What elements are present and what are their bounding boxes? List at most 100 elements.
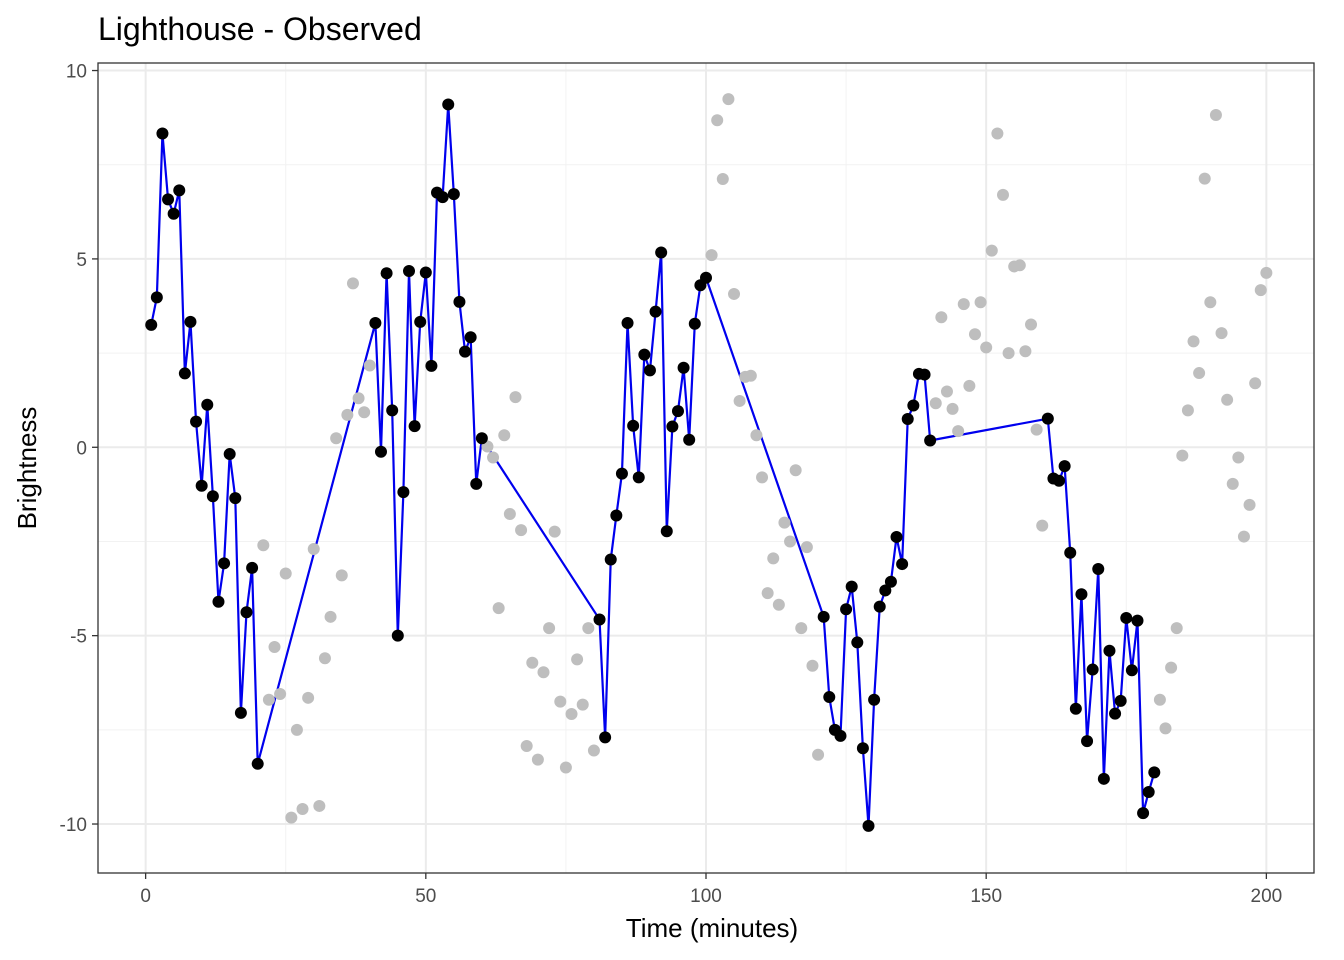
unobserved-point — [772, 598, 785, 611]
observed-point — [655, 246, 668, 259]
unobserved-point — [1176, 449, 1189, 462]
observed-point — [896, 558, 909, 571]
observed-point — [206, 490, 219, 503]
unobserved-point — [952, 425, 965, 438]
observed-point — [229, 492, 242, 505]
y-tick-label: -5 — [70, 627, 87, 648]
observed-point — [386, 404, 399, 417]
observed-point — [414, 315, 427, 328]
unobserved-point — [548, 525, 561, 538]
unobserved-point — [503, 507, 516, 520]
unobserved-point — [487, 451, 500, 464]
unobserved-point — [352, 392, 365, 405]
unobserved-point — [363, 359, 376, 372]
unobserved-point — [985, 244, 998, 257]
observed-point — [212, 595, 225, 608]
observed-point — [1092, 562, 1105, 575]
major-gridlines — [98, 63, 1314, 873]
unobserved-point — [1243, 498, 1256, 511]
observed-point — [184, 315, 197, 328]
observed-point — [447, 188, 460, 201]
observed-point — [1148, 766, 1161, 779]
unobserved-point — [778, 516, 791, 529]
unobserved-point — [744, 369, 757, 382]
unobserved-point — [980, 341, 993, 354]
unobserved-point — [268, 640, 281, 653]
unobserved-point — [520, 740, 533, 753]
observed-point — [403, 264, 416, 277]
observed-point — [666, 420, 679, 433]
observed-point — [1142, 786, 1155, 798]
observed-point — [907, 399, 920, 412]
observed-point — [632, 471, 645, 484]
observed-point — [453, 295, 466, 308]
unobserved-point — [537, 666, 550, 679]
unobserved-point — [307, 543, 320, 555]
observed-point — [1058, 460, 1071, 473]
unobserved-point — [543, 622, 556, 635]
y-axis-title: Brightness — [12, 407, 42, 530]
observed-point — [1120, 611, 1133, 624]
observed-point — [638, 348, 651, 361]
unobserved-point — [330, 432, 343, 445]
unobserved-point — [1232, 451, 1245, 464]
observed-point — [1103, 644, 1116, 657]
observed-point — [234, 706, 247, 719]
y-axis: -10 -5 0 5 10 — [60, 62, 98, 836]
unobserved-point — [1260, 266, 1273, 279]
unobserved-point — [559, 761, 572, 774]
observed-point — [1064, 546, 1077, 559]
observed-point — [156, 127, 169, 140]
observed-point — [391, 629, 404, 642]
observed-point — [823, 691, 836, 704]
unobserved-point — [1226, 477, 1239, 490]
unobserved-point — [341, 408, 354, 421]
observed-point — [145, 318, 158, 331]
x-tick-label: 50 — [415, 886, 436, 907]
unobserved-point — [1002, 347, 1015, 360]
observed-point — [195, 479, 208, 492]
unobserved-point — [1159, 722, 1172, 735]
unobserved-point — [526, 656, 539, 669]
observed-point — [621, 316, 634, 329]
observed-point — [251, 757, 264, 770]
unobserved-point — [587, 744, 600, 757]
observed-point — [425, 359, 438, 372]
observed-point — [660, 525, 673, 538]
observed-point — [862, 819, 875, 832]
unobserved-point — [800, 541, 813, 554]
unobserved-point — [728, 287, 741, 300]
observed-point — [868, 693, 881, 706]
observed-point — [1053, 474, 1066, 487]
observed-point — [442, 98, 455, 111]
observed-point — [873, 600, 886, 613]
observed-point — [1041, 412, 1054, 425]
observed-point — [475, 432, 488, 445]
unobserved-point — [1204, 296, 1217, 309]
x-axis: 0 50 100 150 200 — [140, 873, 1282, 907]
unobserved-point — [1019, 345, 1032, 358]
observed-point — [1109, 707, 1122, 720]
observed-point — [1075, 588, 1088, 601]
x-tick-label: 200 — [1251, 886, 1283, 907]
unobserved-point — [1181, 404, 1194, 417]
unobserved-point — [296, 802, 309, 815]
x-tick-label: 0 — [140, 886, 151, 907]
unobserved-point — [1249, 377, 1262, 390]
observed-point — [380, 267, 393, 280]
plot-panel — [97, 62, 1315, 874]
unobserved-point — [515, 524, 528, 537]
observed-point — [700, 271, 712, 284]
unobserved-point — [1209, 108, 1222, 121]
observed-point — [856, 742, 869, 755]
observed-point — [374, 445, 387, 458]
observed-point — [408, 420, 421, 433]
observed-point — [162, 193, 175, 206]
observed-point — [201, 398, 214, 411]
observed-point — [627, 419, 640, 432]
unobserved-point — [1165, 661, 1178, 674]
observed-point — [851, 636, 864, 649]
unobserved-point — [957, 298, 970, 311]
unobserved-point — [324, 610, 337, 623]
